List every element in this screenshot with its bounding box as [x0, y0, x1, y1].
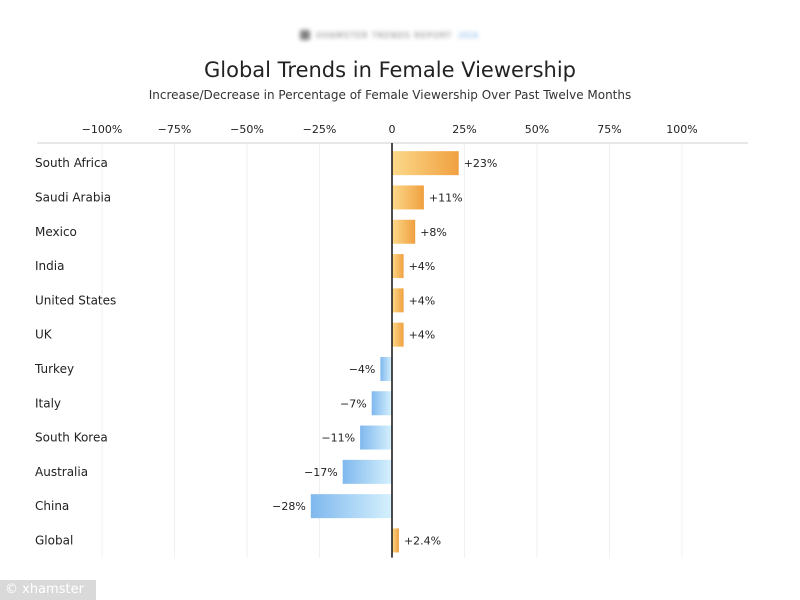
x-tick-label: −25% — [303, 123, 337, 136]
value-label: −11% — [321, 432, 355, 445]
category-label: Global — [35, 533, 73, 547]
source-tag: 2016 — [457, 30, 479, 40]
category-label: South Africa — [35, 156, 108, 170]
bar — [392, 254, 404, 279]
bar — [342, 459, 392, 484]
bar — [380, 356, 392, 381]
value-label: +4% — [409, 329, 436, 342]
bar — [392, 528, 399, 553]
x-tick-label: −75% — [158, 123, 192, 136]
bar — [392, 288, 404, 313]
value-label: +23% — [464, 157, 498, 170]
x-tick-label: 100% — [666, 123, 697, 136]
x-tick-label: −100% — [82, 123, 123, 136]
value-label: +4% — [409, 294, 436, 307]
source-logo-icon — [300, 30, 310, 40]
value-label: −28% — [272, 500, 306, 513]
source-text: XHAMSTER TRENDS REPORT — [316, 30, 452, 40]
bar — [392, 219, 416, 244]
category-label: Saudi Arabia — [35, 190, 111, 204]
category-label: Turkey — [34, 362, 74, 376]
category-label: Italy — [35, 396, 61, 410]
x-tick-label: −50% — [230, 123, 264, 136]
value-label: +8% — [420, 226, 447, 239]
value-label: +11% — [429, 191, 463, 204]
chart-title: Global Trends in Female Viewership — [204, 58, 576, 82]
bar — [360, 425, 392, 450]
category-label: Mexico — [35, 225, 77, 239]
bar — [392, 151, 459, 176]
category-label: China — [35, 499, 69, 513]
category-label: Australia — [35, 465, 88, 479]
value-label: −7% — [340, 397, 367, 410]
value-label: −17% — [304, 466, 338, 479]
value-label: +2.4% — [404, 534, 441, 547]
category-label: South Korea — [35, 431, 108, 445]
bar — [310, 494, 392, 519]
x-tick-label: 75% — [597, 123, 621, 136]
bar — [392, 185, 424, 210]
value-label: −4% — [349, 363, 376, 376]
blurred-source-header: XHAMSTER TRENDS REPORT 2016 — [300, 28, 515, 42]
category-label: United States — [35, 293, 116, 307]
value-label: +4% — [409, 260, 436, 273]
x-tick-label: 50% — [525, 123, 549, 136]
bar — [371, 391, 392, 416]
bar — [392, 322, 404, 347]
watermark: © xhamster — [0, 580, 96, 600]
chart-subtitle: Increase/Decrease in Percentage of Femal… — [148, 88, 632, 102]
category-label: UK — [35, 328, 53, 342]
x-tick-label: 25% — [452, 123, 476, 136]
x-tick-label: 0 — [389, 123, 396, 136]
category-label: India — [35, 259, 64, 273]
